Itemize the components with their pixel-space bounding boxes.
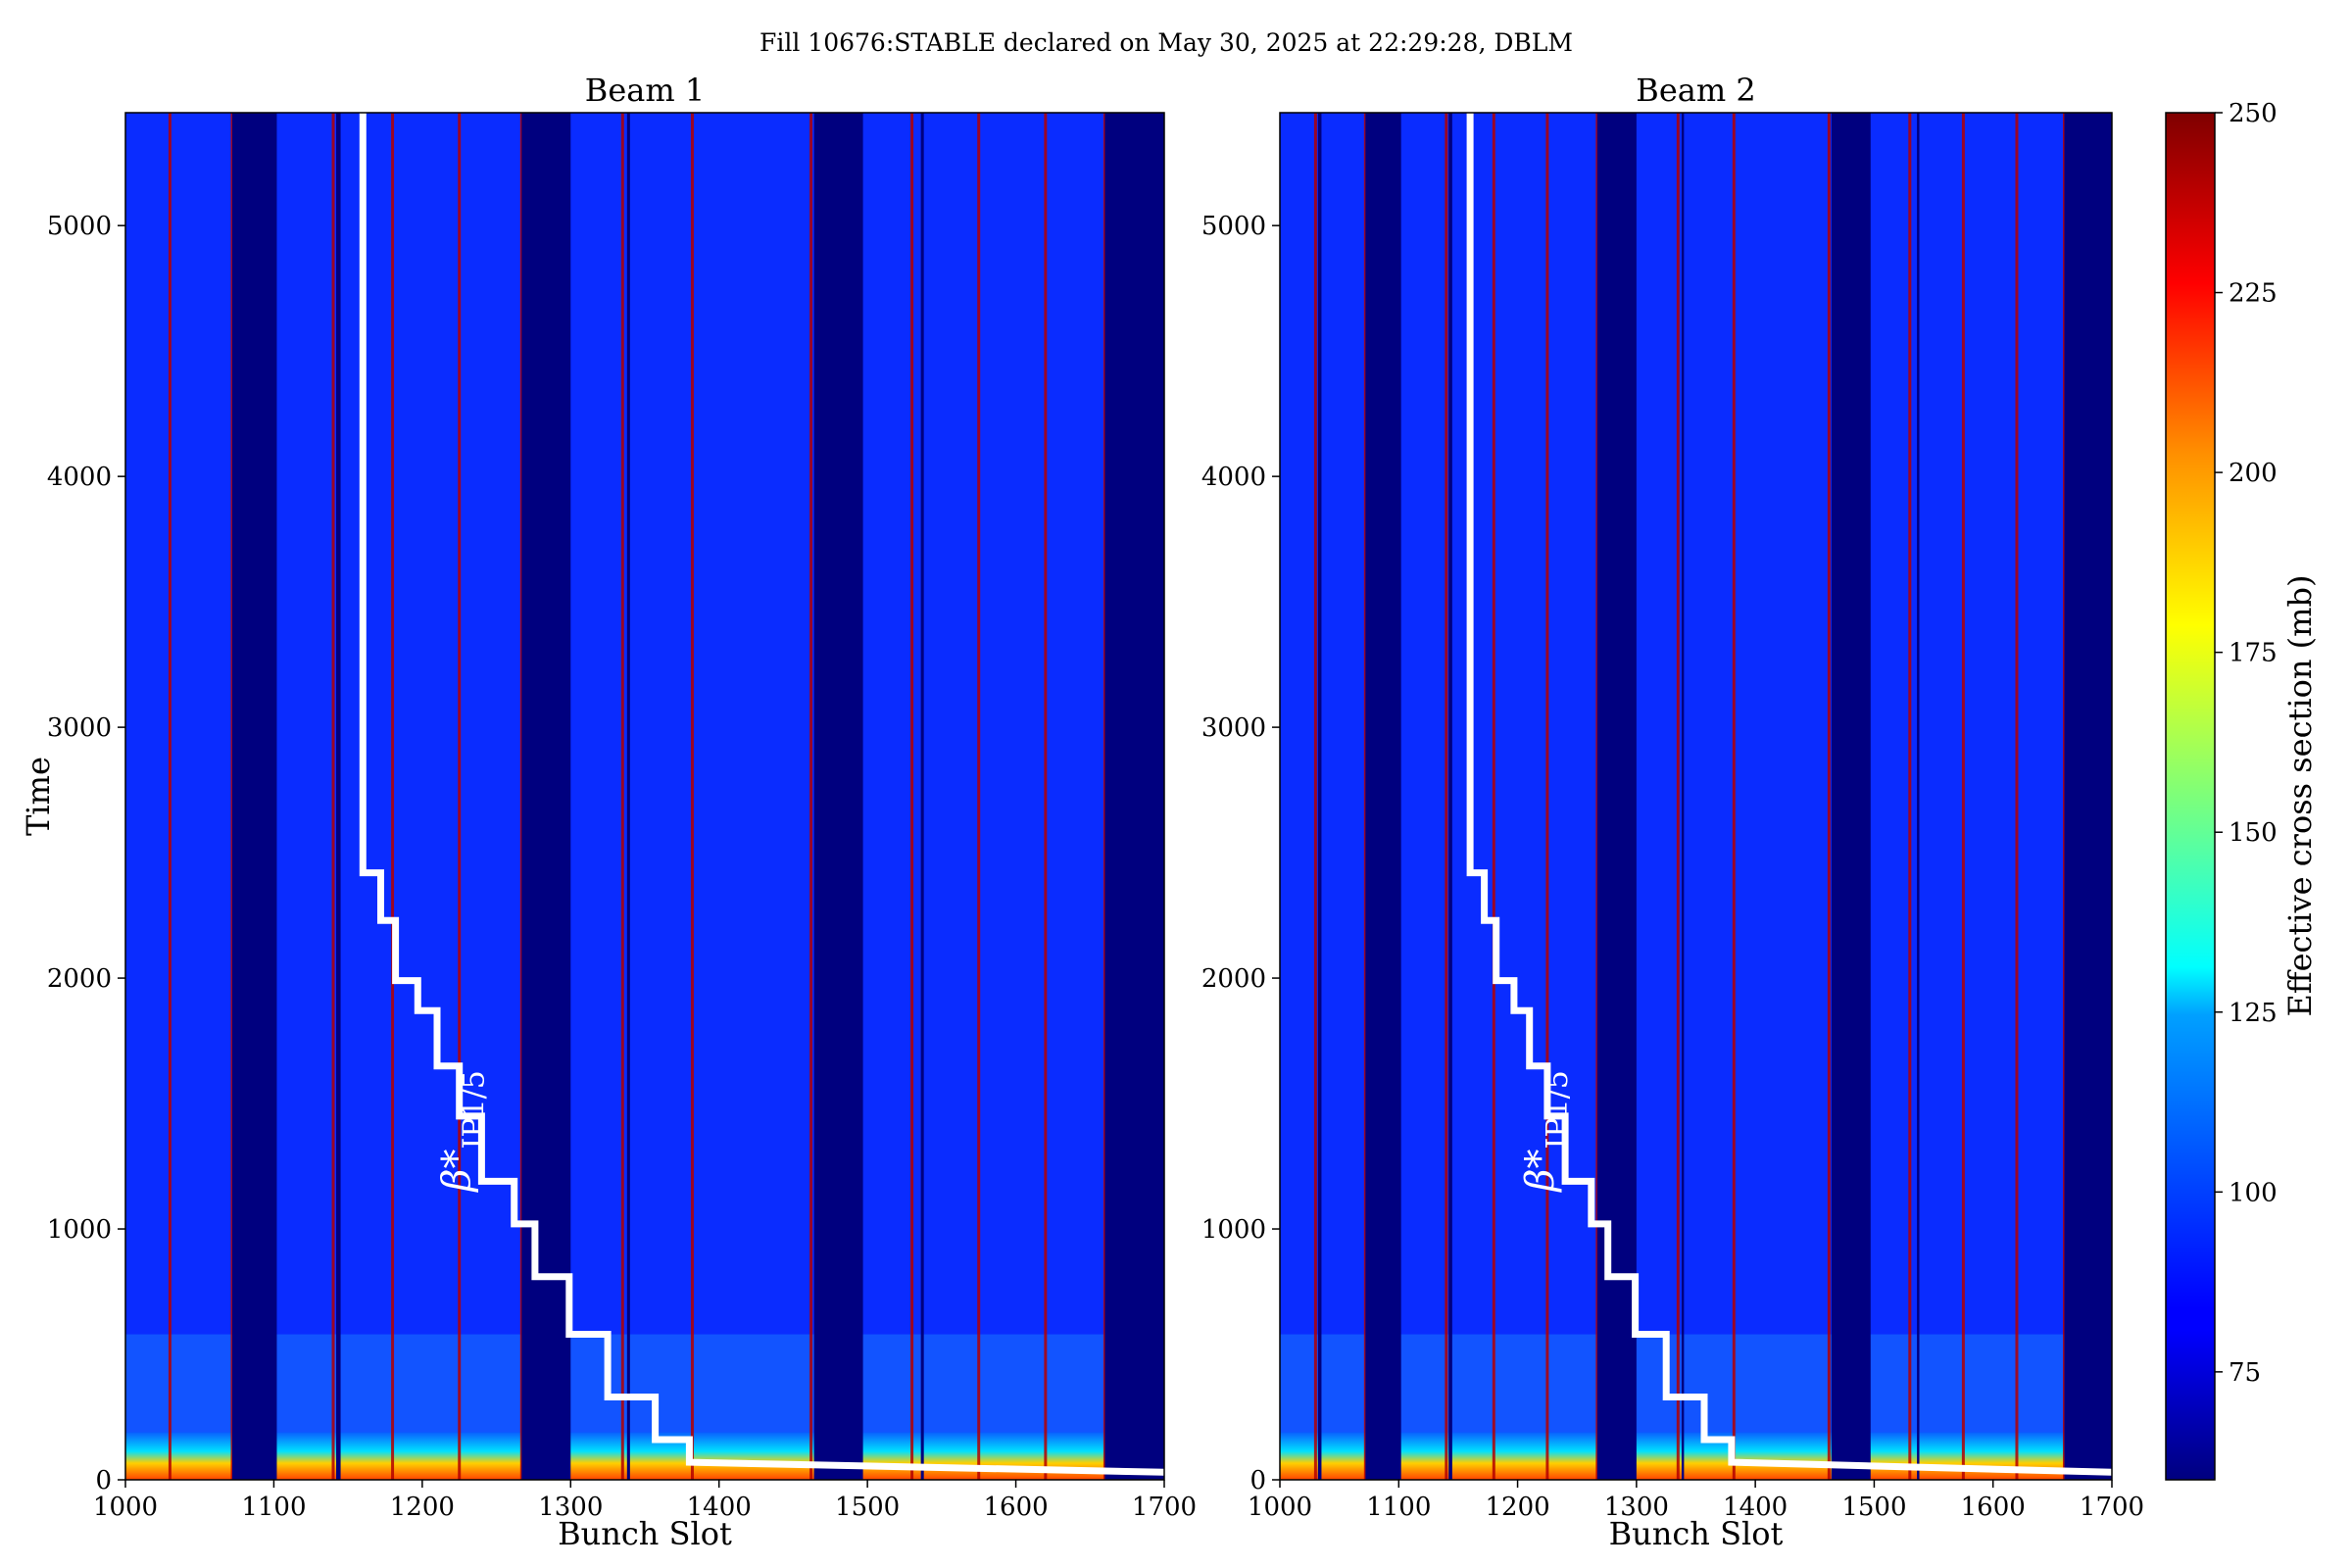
colorbar-tick-label-6: 225 (2229, 279, 2278, 309)
edge-stripe-3 (391, 113, 395, 1480)
colorbar-tick-label-7: 250 (2229, 99, 2278, 128)
edge-stripe-2 (1445, 113, 1448, 1480)
x-tick-label-1: 1100 (1366, 1493, 1431, 1522)
plot-frame (124, 112, 1165, 1481)
gap-band-4 (813, 113, 863, 1480)
gap-band-2 (521, 113, 571, 1480)
y-tick-label-4: 4000 (1201, 463, 1266, 492)
colorbar-ticks: 75 100 125 150 175 200 225 250 (2215, 99, 2278, 1388)
gap-band-0 (1317, 113, 1322, 1480)
heatmap-low-time-band (1280, 1334, 2112, 1433)
gap-band-0 (232, 113, 277, 1480)
y-tick-label-2: 2000 (47, 964, 112, 994)
y-tick-label-3: 3000 (1201, 713, 1266, 743)
panel-title: Beam 2 (1636, 72, 1755, 109)
edge-stripe-10 (977, 113, 981, 1480)
x-axis-title: Bunch Slot (558, 1515, 732, 1552)
colorbar-tick-label-2: 125 (2229, 999, 2278, 1028)
y-tick-label-0: 0 (1250, 1466, 1266, 1495)
gap-band-6 (1917, 113, 1920, 1480)
colorbar-tick-label-0: 75 (2229, 1358, 2261, 1388)
y-tick-label-5: 5000 (47, 212, 112, 241)
gap-band-2 (1448, 113, 1452, 1480)
x-tick-label-0: 1000 (93, 1493, 158, 1522)
x-tick-label-5: 1500 (835, 1493, 900, 1522)
x-tick-label-4: 1400 (1723, 1493, 1788, 1522)
y-tick-label-1: 1000 (47, 1215, 112, 1245)
edge-stripe-7 (1732, 113, 1736, 1480)
edge-stripe-3 (1492, 113, 1495, 1480)
y-axis-title: Time (20, 757, 57, 836)
x-tick-label-6: 1600 (983, 1493, 1048, 1522)
panel-title: Beam 1 (585, 72, 705, 109)
gap-band-1 (1365, 113, 1401, 1480)
x-tick-label-7: 1700 (2080, 1493, 2144, 1522)
colorbar-tick-label-4: 175 (2229, 639, 2278, 668)
y-tick-label-4: 4000 (47, 463, 112, 492)
x-tick-label-3: 1300 (538, 1493, 603, 1522)
x-tick-label-5: 1500 (1841, 1493, 1906, 1522)
x-axis-title: Bunch Slot (1609, 1515, 1784, 1552)
y-tick-label-2: 2000 (1201, 964, 1266, 994)
edge-stripe-0 (1313, 113, 1317, 1480)
edge-stripe-0 (168, 113, 172, 1480)
y-tick-label-0: 0 (95, 1466, 112, 1495)
edge-stripe-6 (620, 113, 624, 1480)
gap-band-5 (1831, 113, 1871, 1480)
edge-stripe-4 (458, 113, 462, 1480)
x-tick-label-2: 1200 (390, 1493, 455, 1522)
x-tick-label-2: 1200 (1485, 1493, 1549, 1522)
colorbar-gradient (2165, 112, 2216, 1481)
edge-stripe-6 (1676, 113, 1680, 1480)
heatmap-bottom-band (125, 1432, 1164, 1480)
y-tick-label-1: 1000 (1201, 1215, 1266, 1245)
colorbar: 75 100 125 150 175 200 225 250 Effective cross … (2165, 99, 2319, 1481)
beta-star-curve (1466, 113, 2113, 1476)
heatmap-low-time-band (125, 1334, 1164, 1433)
colorbar-label: Effective cross section (mb) (2281, 575, 2319, 1017)
x-tick-label-4: 1400 (687, 1493, 752, 1522)
gap-band-1 (336, 113, 341, 1480)
plot-frame (1279, 112, 2113, 1481)
figure-title: Fill 10676:STABLE declared on May 30, 20… (760, 28, 1573, 57)
edge-stripe-8 (1827, 113, 1831, 1480)
gap-band-3 (626, 113, 630, 1480)
gap-band-4 (1681, 113, 1685, 1480)
colorbar-tick-label-1: 100 (2229, 1178, 2278, 1207)
edge-stripe-7 (690, 113, 694, 1480)
colorbar-tick-label-3: 150 (2229, 818, 2278, 848)
x-tick-label-6: 1600 (1961, 1493, 2026, 1522)
x-tick-label-3: 1300 (1604, 1493, 1669, 1522)
edge-stripe-11 (1044, 113, 1048, 1480)
y-tick-label-5: 5000 (1201, 212, 1266, 241)
x-tick-label-1: 1100 (241, 1493, 306, 1522)
edge-stripe-2 (331, 113, 335, 1480)
edge-stripe-11 (2015, 113, 2019, 1480)
x-tick-label-7: 1700 (1132, 1493, 1197, 1522)
edge-stripe-4 (1545, 113, 1549, 1480)
beta-star-subscript: IP1/5 (457, 1070, 491, 1149)
edge-stripe-8 (809, 113, 813, 1480)
colorbar-tick-label-5: 200 (2229, 459, 2278, 488)
heatmap-background (1280, 113, 2112, 1480)
gap-band-3 (1596, 113, 1637, 1480)
heatmap-background (125, 113, 1164, 1480)
edge-stripe-9 (1908, 113, 1912, 1480)
y-tick-label-3: 3000 (47, 713, 112, 743)
beta-star-curve (359, 113, 1165, 1476)
edge-stripe-10 (1961, 113, 1965, 1480)
edge-stripe-9 (910, 113, 914, 1480)
gap-band-5 (920, 113, 924, 1480)
gap-band-7 (2064, 113, 2112, 1480)
heatmap-bottom-band (1280, 1432, 2112, 1480)
gap-band-6 (1104, 113, 1164, 1480)
beta-star-subscript: IP1/5 (1541, 1070, 1575, 1149)
x-tick-label-0: 1000 (1248, 1493, 1312, 1522)
